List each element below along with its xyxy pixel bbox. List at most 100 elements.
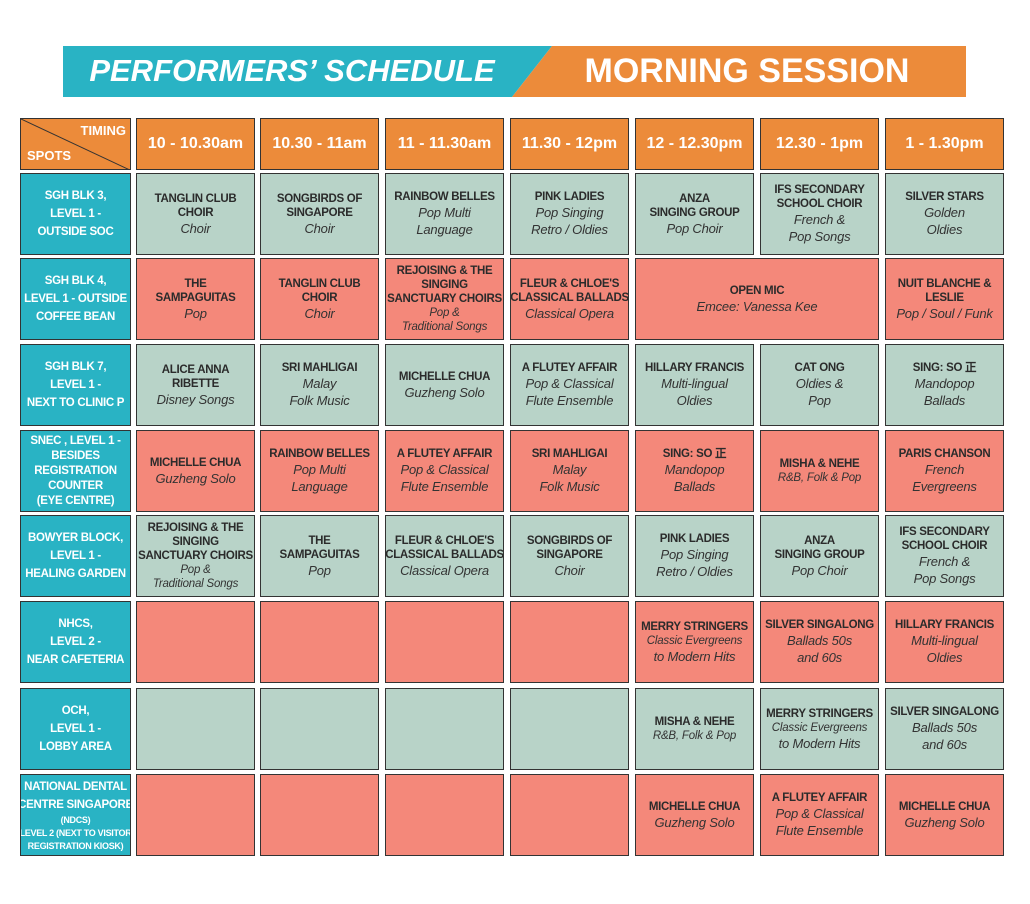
schedule-cell: IFS SECONDARY SCHOOL CHOIR French & Pop Son… [885,515,1004,597]
genre-line: Evergreens [912,479,977,494]
spot-line: SGH BLK 4, [44,275,107,287]
column-header: 12 - 12.30pm [635,118,754,170]
genre-line: Choir [304,220,335,236]
performer-line: RAINBOW BELLES [269,448,370,460]
schedule-cell: ANZA SINGING GROUP Pop Choir [760,515,879,597]
genre-line: Pop [808,393,831,408]
schedule-cell [510,688,629,770]
schedule-cell: SING: SO 正 Mandopop Ballads [635,430,754,512]
genre-line: to Modern Hits [778,735,861,751]
performer-line: SING: SO 正 [912,362,977,374]
spot-line: SNEC , LEVEL 1 - [30,434,121,447]
spot-line: SGH BLK 7, [44,361,107,373]
schedule-cell [385,601,504,683]
genre-line: Mandopop [914,376,975,391]
spot-line: LEVEL 1 - OUTSIDE [24,293,127,305]
performer-line: ALICE ANNA [161,363,230,376]
performer-line: RAINBOW BELLES [394,191,495,203]
performer-line: SONGBIRDS OF [276,192,363,205]
banner-right-bg [512,46,966,97]
genre-line: Language [291,479,348,494]
spot-line: BOWYER BLOCK, [27,532,124,544]
genre-line: Choir [180,220,211,236]
genre-line: Pop Choir [791,562,848,578]
schedule-cell: MERRY STRINGERS Classic Evergreens to Mode… [760,688,879,770]
schedule-cell: RAINBOW BELLES Pop Multi Language [260,430,379,512]
spot-line: SGH BLK 3, [44,190,107,202]
performer-line: NUIT BLANCHE & [897,277,992,290]
genre-line: Oldies [676,393,713,408]
schedule-cell: MISHA & NEHE R&B, Folk & Pop [635,688,754,770]
spot-line: LOBBY AREA [39,741,112,753]
genre-line: Flute Ensemble [775,823,864,838]
schedule-cell: OPEN MIC Emcee: Vanessa Kee [635,258,879,340]
column-label: 11 - 11.30am [397,135,492,152]
performer-line: MICHELLE CHUA [398,370,491,383]
spot-cell: SNEC , LEVEL 1 - BESIDES REGISTRATION COUNT… [20,430,131,512]
genre-line: French & [793,212,846,227]
performer-line: SAMPAGUITAS [155,291,236,304]
schedule-cell [510,774,629,856]
genre-line: Pop & Classical [400,462,489,477]
genre-line: Disney Songs [156,391,235,407]
genre-line: Ballads [923,393,966,408]
banner-left-bg [63,46,552,97]
performer-line: CLASSICAL BALLADS [385,548,504,561]
genre-line: Pop Singing [535,205,604,220]
schedule-cell: RAINBOW BELLES Pop Multi Language [385,173,504,255]
genre-line: Flute Ensemble [400,479,489,494]
performer-line: SINGING GROUP [774,548,865,561]
performer-line: SINGAPORE [286,206,353,219]
genre-line: Pop & [429,307,460,319]
column-label: 12.30 - 1pm [775,135,864,152]
spot-line: NATIONAL DENTAL [24,780,127,793]
schedule-cell: SILVER SINGALONG Ballads 50s and 60s [760,601,879,683]
column-label: 12 - 12.30pm [646,135,743,152]
performer-line: FLEUR & CHLOE'S [519,277,620,290]
spot-cell: BOWYER BLOCK, LEVEL 1 - HEALING GARDEN [20,515,131,597]
performer-line: SINGAPORE [536,548,603,561]
column-label: 1 - 1.30pm [905,135,984,152]
spot-line: NEXT TO CLINIC P [26,397,125,409]
performer-line: SANCTUARY CHOIRS [387,293,502,305]
banner-right: MORNING SESSION [585,52,910,90]
performer-line: ANZA [679,192,710,205]
schedule-cell: TANGLIN CLUB CHOIR Choir [260,258,379,340]
spot-line: LEVEL 1 - [50,379,101,391]
performer-line: PINK LADIES [534,191,605,203]
header-corner: TIMING SPOTS [20,118,131,170]
performer-line: SRI MAHLIGAI [281,362,358,374]
performer-line: FLEUR & CHLOE'S [394,534,495,547]
spot-cell: SGH BLK 7, LEVEL 1 - NEXT TO CLINIC P [20,344,131,426]
genre-line: Language [416,222,473,237]
genre-line: Oldies & [795,376,844,391]
performer-line: SONGBIRDS OF [526,534,613,547]
spot-line: REGISTRATION KIOSK) [27,840,124,851]
column-header: 1 - 1.30pm [885,118,1004,170]
schedule-cell: SILVER SINGALONG Ballads 50s and 60s [885,688,1004,770]
spot-line: LEVEL 1 - [50,723,101,735]
performer-line: CHOIR [177,206,214,219]
performer-line: SANCTUARY CHOIRS [138,550,253,562]
genre-line: Classic Evergreens [646,634,743,647]
genre-line: Guzheng Solo [155,470,236,486]
schedule-cell: THE SAMPAGUITAS Pop [260,515,379,597]
performer-line: HILLARY FRANCIS [894,619,994,631]
schedule-cell: A FLUTEY AFFAIR Pop & Classical Flute Ense… [385,430,504,512]
performer-line: CLASSICAL BALLADS [510,291,629,304]
genre-line: Guzheng Solo [404,384,485,400]
schedule-cell [260,601,379,683]
performer-line: SCHOOL CHOIR [776,198,863,210]
genre-line: Choir [554,562,585,578]
spot-line: NHCS, [58,618,93,630]
genre-line: Classical Opera [400,562,489,578]
column-label: 10.30 - 11am [272,135,367,152]
schedule-cell: CAT ONG Oldies & Pop [760,344,879,426]
schedule-cell: FLEUR & CHLOE'S CLASSICAL BALLADS Classica… [385,515,504,597]
performer-line: SILVER SINGALONG [890,706,999,718]
genre-line: Malay [552,462,587,477]
genre-line: Guzheng Solo [904,814,985,830]
genre-line: French & [918,554,971,569]
performer-line: HILLARY FRANCIS [644,362,744,374]
